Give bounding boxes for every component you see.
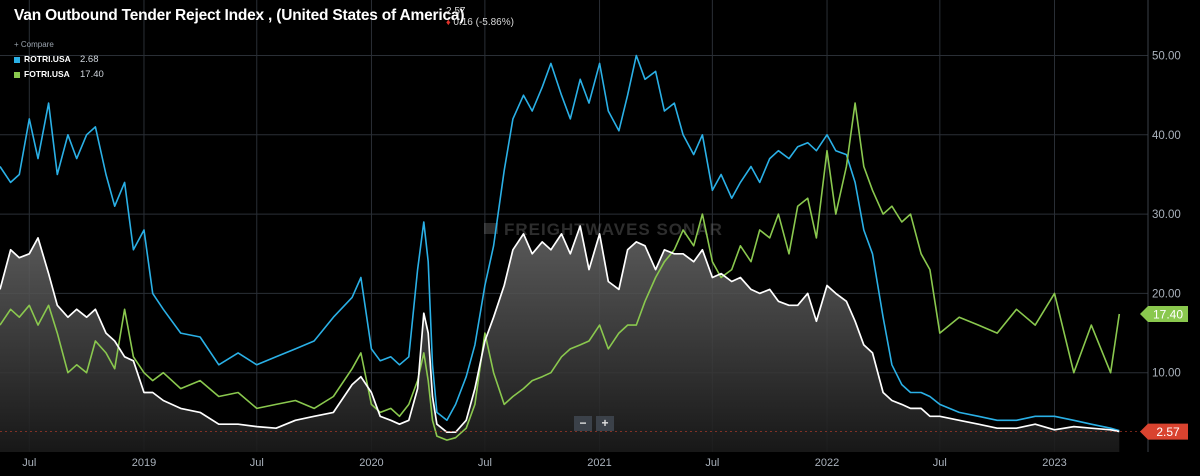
legend-item-rotri[interactable]: ROTRI.USA 2.68 — [14, 53, 104, 66]
main-last-value-marker-label: 2.57 — [1156, 425, 1180, 439]
y-tick-label: 10.00 — [1152, 368, 1181, 380]
y-tick-label: 20.00 — [1152, 288, 1181, 300]
quote-box: 2.57 ♦ 0.16 (-5.86%) — [446, 6, 514, 28]
x-tick-label: Jul — [933, 457, 947, 469]
legend: + Compare ROTRI.USA 2.68 FOTRI.USA 17.40 — [14, 38, 104, 81]
legend-item-fotri[interactable]: FOTRI.USA 17.40 — [14, 68, 104, 81]
watermark-text: FREIGHTWAVES SONAR — [504, 220, 723, 239]
rotri-series-line — [0, 54, 1120, 432]
main-series-line — [0, 225, 1120, 434]
zoom-in-label: + — [601, 416, 608, 430]
change-row: ♦ 0.16 (-5.86%) — [446, 17, 514, 28]
legend-symbol: FOTRI.USA — [24, 69, 70, 79]
y-tick-label: 30.00 — [1152, 209, 1181, 221]
zoom-in-button[interactable] — [596, 416, 614, 431]
y-tick-label: 40.00 — [1152, 130, 1181, 142]
x-tick-label: 2021 — [587, 457, 611, 469]
series-layer — [0, 54, 1121, 452]
axis-layer: Jul 2019 Jul 2020 Jul 2021 Jul 2022 Jul 2023 10.00… — [22, 0, 1181, 469]
zoom-controls: − + — [574, 416, 614, 431]
x-tick-label: Jul — [22, 457, 36, 469]
grid-lines — [0, 0, 1148, 452]
zoom-out-label: − — [579, 416, 586, 430]
last-value-markers: 17.40 2.57 — [1140, 306, 1188, 440]
x-tick-label: Jul — [250, 457, 264, 469]
y-tick-label: 50.00 — [1152, 51, 1181, 63]
compare-button[interactable]: + Compare — [14, 40, 54, 49]
main-last-value-marker — [1140, 423, 1188, 440]
x-tick-label: 2019 — [132, 457, 156, 469]
x-tick-label: Jul — [705, 457, 719, 469]
fotri-series-line — [0, 102, 1121, 441]
legend-swatch-fotri — [14, 71, 20, 78]
chart-title: Van Outbound Tender Reject Index , (Unit… — [14, 7, 465, 24]
legend-value: 17.40 — [80, 69, 104, 80]
x-tick-label: 2023 — [1042, 457, 1066, 469]
x-tick-label: Jul — [478, 457, 492, 469]
fotri-last-value-marker — [1140, 306, 1188, 323]
legend-symbol: ROTRI.USA — [24, 54, 71, 64]
x-tick-label: 2022 — [815, 457, 839, 469]
zoom-out-button[interactable] — [574, 416, 592, 431]
last-value: 2.57 — [446, 6, 466, 17]
watermark: FREIGHTWAVES SONAR — [484, 220, 723, 239]
main-series-area — [0, 226, 1120, 452]
legend-swatch-rotri — [14, 56, 20, 63]
legend-value: 2.68 — [80, 54, 99, 65]
x-tick-label: 2020 — [359, 457, 383, 469]
fotri-last-value-marker-label: 17.40 — [1153, 308, 1183, 322]
watermark-logo-icon — [484, 223, 498, 234]
change-value: 0.16 (-5.86%) — [453, 17, 514, 28]
down-arrow-icon: ♦ — [446, 17, 451, 27]
